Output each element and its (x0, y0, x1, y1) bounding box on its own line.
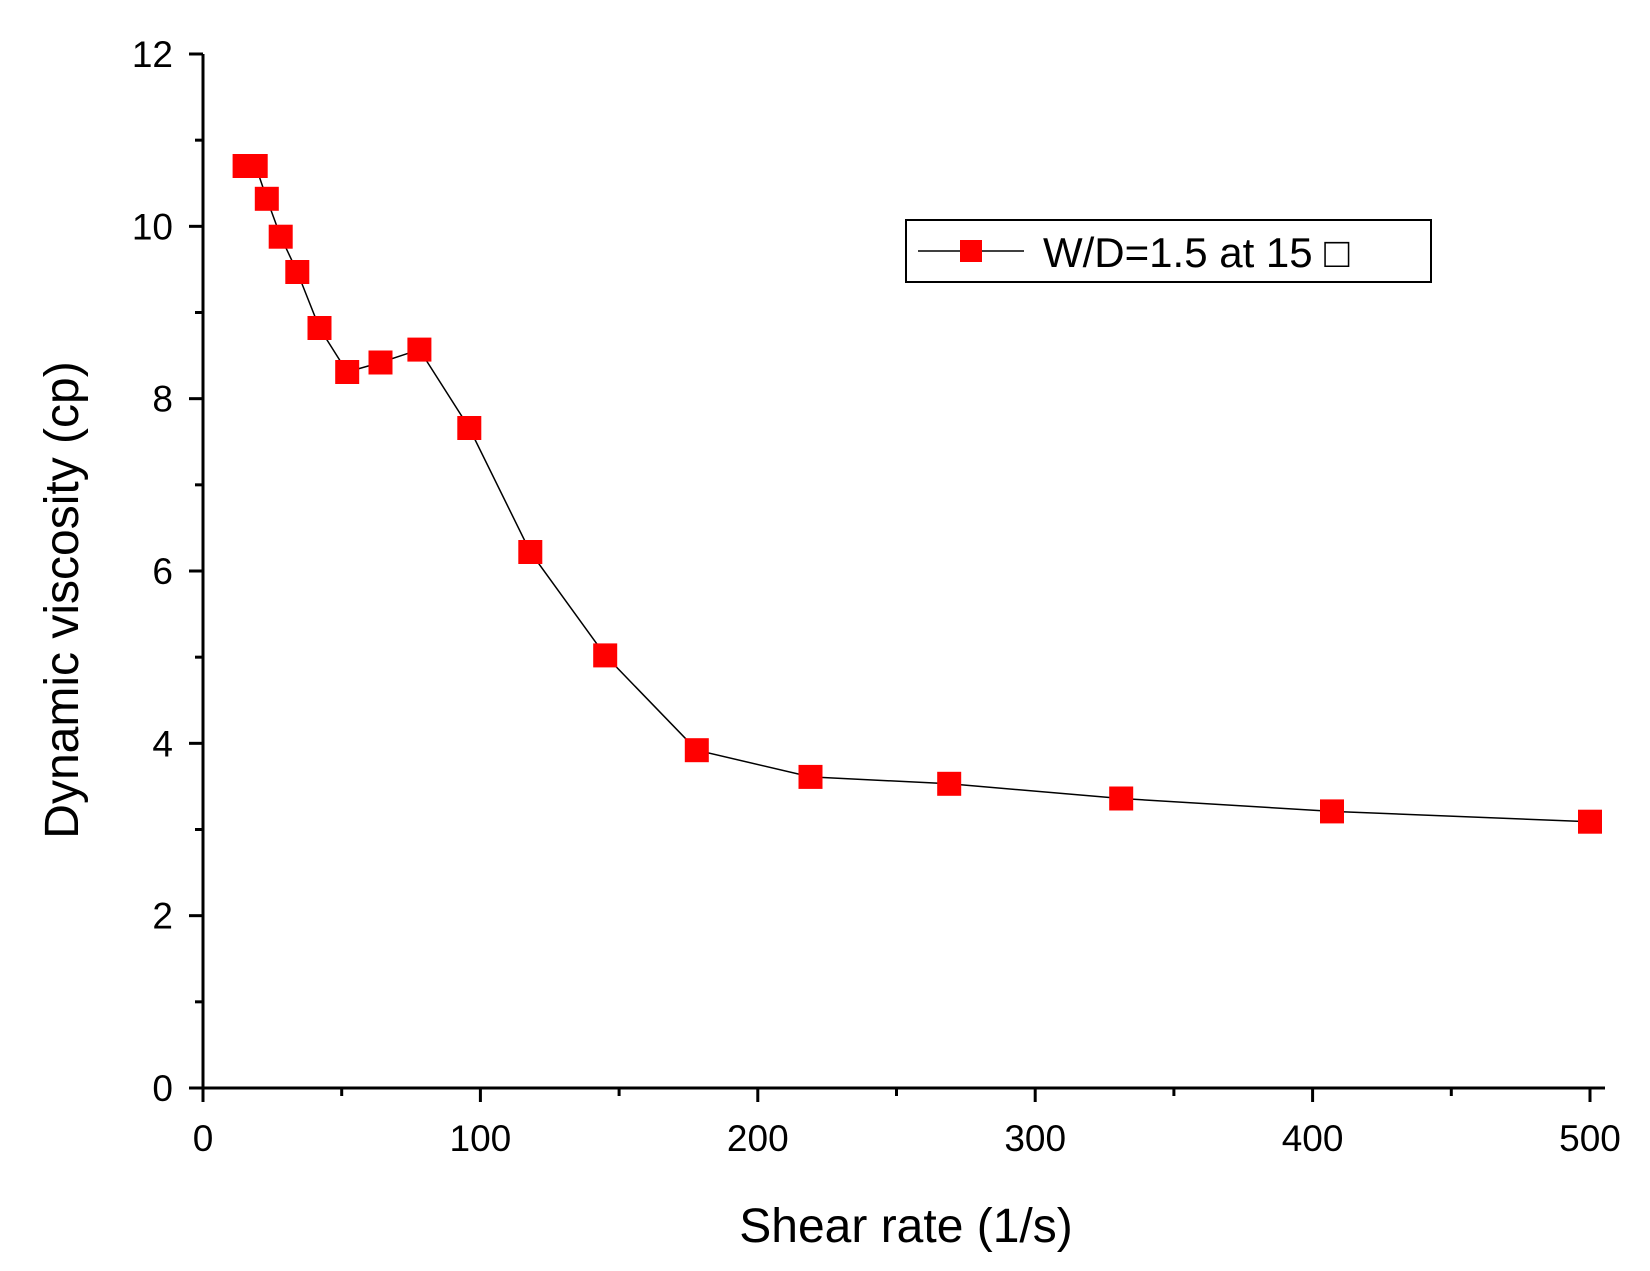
legend-box (905, 219, 1432, 283)
x-tick-label-100: 100 (450, 1118, 512, 1159)
data-point-1 (243, 154, 268, 178)
data-point-15 (1109, 786, 1134, 811)
legend-marker (960, 240, 982, 262)
data-point-5 (307, 316, 332, 340)
data-point-3 (268, 224, 293, 249)
data-point-17 (1578, 809, 1602, 834)
data-point-11 (593, 643, 618, 668)
data-point-12 (684, 738, 709, 763)
x-tick-label-500: 500 (1559, 1118, 1621, 1159)
data-point-6 (335, 360, 360, 384)
legend: W/D=1.5 at 15 □ (905, 219, 1432, 283)
y-tick-label-0: 0 (152, 1068, 173, 1109)
data-point-16 (1320, 799, 1344, 824)
x-tick-label-0: 0 (193, 1118, 214, 1159)
series (232, 154, 1602, 834)
y-tick-label-6: 6 (152, 551, 173, 592)
axes (201, 54, 1605, 1090)
data-point-14 (937, 771, 962, 796)
data-point-2 (254, 186, 279, 211)
x-tick-label-300: 300 (1004, 1118, 1066, 1159)
y-tick-label-8: 8 (152, 379, 173, 420)
data-point-13 (798, 764, 823, 789)
ticks: 0 100 200 300 400 500 0 2 4 6 8 10 12 (132, 34, 1621, 1159)
data-point-4 (285, 260, 310, 284)
data-point-10 (518, 540, 543, 564)
data-point-8 (407, 337, 432, 362)
y-tick-label-10: 10 (132, 206, 173, 247)
y-tick-label-4: 4 (152, 723, 173, 764)
y-tick-label-2: 2 (152, 896, 173, 937)
legend-label: W/D=1.5 at 15 □ (1043, 229, 1350, 276)
x-tick-label-200: 200 (727, 1118, 789, 1159)
y-tick-label-12: 12 (132, 34, 173, 75)
data-point-9 (457, 416, 482, 440)
data-point-7 (368, 350, 393, 375)
x-tick-label-400: 400 (1282, 1118, 1344, 1159)
x-axis-title: Shear rate (1/s) (739, 1200, 1072, 1253)
y-axis-title: Dynamic viscosity (cp) (36, 361, 89, 838)
